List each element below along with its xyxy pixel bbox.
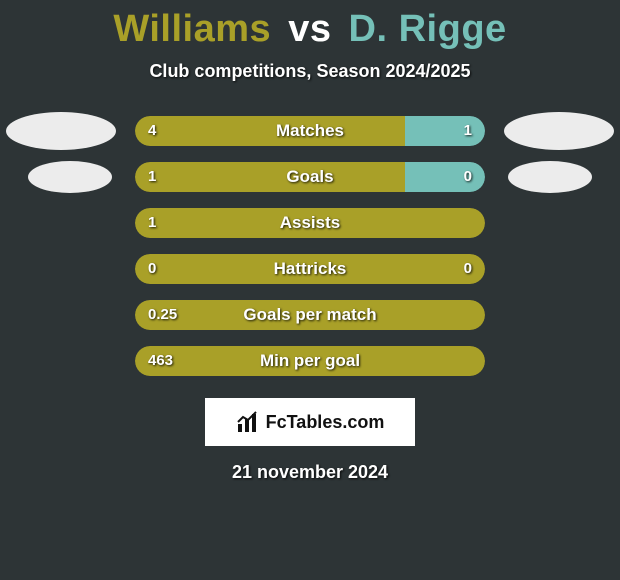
value-left: 1 [148,162,156,192]
value-right: 1 [464,116,472,146]
bar-track [135,300,485,330]
club-badge-right [504,112,614,150]
bar-left [135,346,485,376]
bar-track [135,254,485,284]
stat-row: 41Matches [0,116,620,162]
brand-logo: FcTables.com [205,398,415,446]
club-badge-left [6,112,116,150]
bar-right [405,116,486,146]
bar-left [135,254,485,284]
bar-track [135,208,485,238]
vs-text: vs [288,8,331,50]
bar-track [135,116,485,146]
value-left: 463 [148,346,173,376]
bar-track [135,162,485,192]
bar-left [135,208,485,238]
stat-row: 1Assists [0,208,620,254]
stats-rows: 41Matches10Goals1Assists00Hattricks0.25G… [0,116,620,392]
date-text: 21 november 2024 [0,462,620,483]
stat-row: 463Min per goal [0,346,620,392]
brand-text: FcTables.com [266,412,385,433]
bar-left [135,116,405,146]
player1-name: Williams [113,8,271,50]
value-left: 0 [148,254,156,284]
value-left: 4 [148,116,156,146]
stat-row: 00Hattricks [0,254,620,300]
bar-right [405,162,486,192]
value-right: 0 [464,162,472,192]
stat-row: 10Goals [0,162,620,208]
club-badge-left [28,161,112,193]
bar-left [135,162,405,192]
stat-row: 0.25Goals per match [0,300,620,346]
player2-name: D. Rigge [349,8,507,50]
bar-left [135,300,485,330]
value-left: 0.25 [148,300,177,330]
value-left: 1 [148,208,156,238]
subtitle: Club competitions, Season 2024/2025 [0,61,620,82]
chart-icon [236,410,260,434]
value-right: 0 [464,254,472,284]
page-title: Williams vs D. Rigge [0,8,620,51]
club-badge-right [508,161,592,193]
bar-track [135,346,485,376]
comparison-card: Williams vs D. Rigge Club competitions, … [0,0,620,580]
